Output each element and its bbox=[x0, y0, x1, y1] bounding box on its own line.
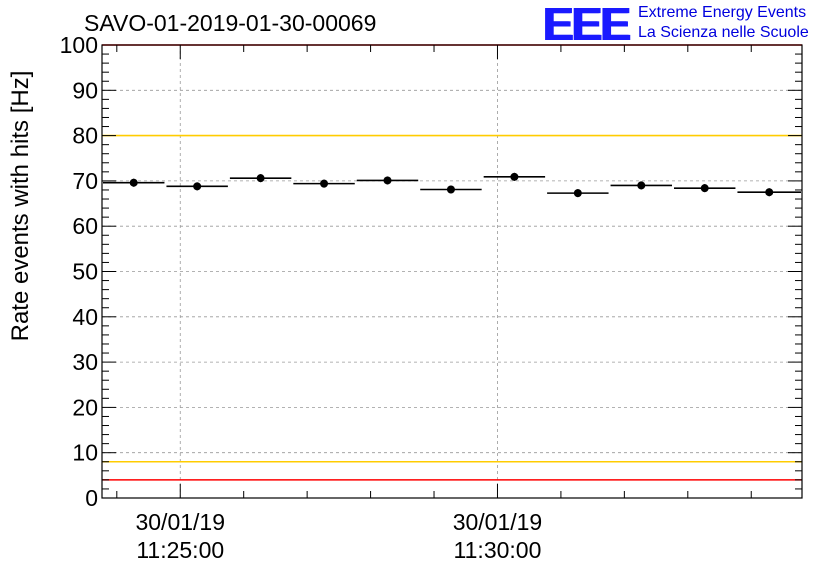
threshold-lines bbox=[102, 44, 802, 481]
grid-lines bbox=[102, 45, 802, 498]
x-tick-date-label: 30/01/19 bbox=[453, 509, 543, 535]
eee-logo: EEE bbox=[543, 0, 631, 50]
y-tick-label: 40 bbox=[72, 304, 98, 330]
y-tick-label: 60 bbox=[72, 213, 98, 239]
y-tick-label: 70 bbox=[72, 168, 98, 194]
y-tick-label: 50 bbox=[72, 259, 98, 285]
x-tick-time-label: 11:30:00 bbox=[454, 537, 542, 563]
y-tick-label: 0 bbox=[85, 485, 98, 511]
y-tick-label: 90 bbox=[72, 77, 98, 103]
x-tick-date-label: 30/01/19 bbox=[135, 509, 225, 535]
y-tick-label: 100 bbox=[60, 32, 98, 58]
chart-title: SAVO-01-2019-01-30-00069 bbox=[84, 10, 377, 36]
axis-ticks: 010203040506070809010030/01/1911:25:0030… bbox=[60, 32, 802, 563]
y-axis-label: Rate events with hits [Hz] bbox=[7, 71, 34, 342]
data-series bbox=[103, 172, 801, 198]
y-tick-label: 30 bbox=[72, 349, 98, 375]
y-tick-label: 20 bbox=[72, 394, 98, 420]
x-tick-time-label: 11:25:00 bbox=[136, 537, 224, 563]
y-tick-label: 80 bbox=[72, 123, 98, 149]
logo-line-2: La Scienza nelle Scuole bbox=[638, 24, 809, 41]
y-tick-label: 10 bbox=[72, 440, 98, 466]
plot-frame bbox=[101, 44, 803, 499]
logo-line-1: Extreme Energy Events bbox=[638, 4, 807, 21]
